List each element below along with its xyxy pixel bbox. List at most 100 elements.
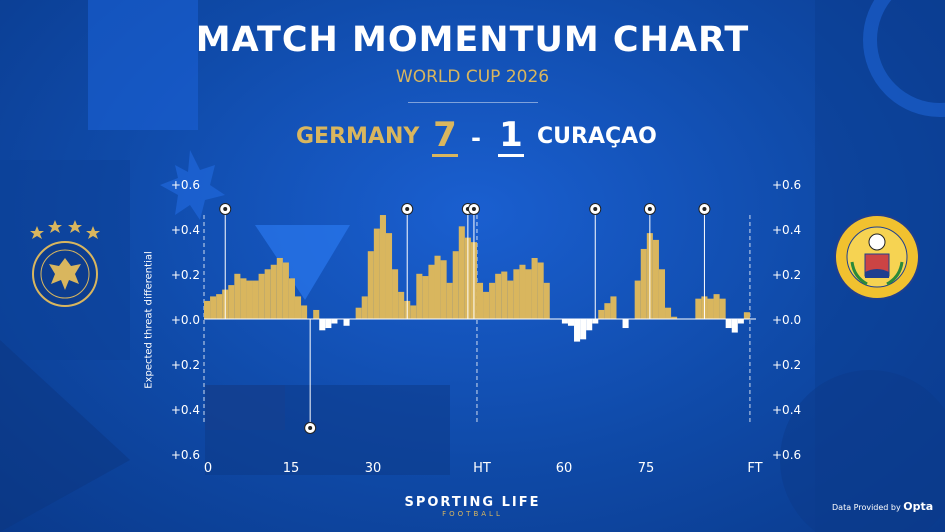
y-tick-left: +0.4 bbox=[170, 403, 200, 417]
momentum-bar bbox=[567, 319, 575, 326]
x-tick-label: FT bbox=[747, 461, 763, 476]
y-tick-left: +0.2 bbox=[170, 268, 200, 282]
away-team-name: CURAÇAO bbox=[537, 124, 657, 149]
momentum-bar bbox=[234, 273, 241, 319]
momentum-bar bbox=[434, 255, 441, 319]
momentum-bar bbox=[313, 309, 320, 319]
momentum-bar bbox=[440, 260, 447, 319]
title-divider bbox=[408, 102, 538, 103]
momentum-bar bbox=[737, 319, 744, 324]
momentum-bar bbox=[367, 251, 374, 319]
y-tick-right: +0.6 bbox=[772, 448, 802, 462]
momentum-bar bbox=[270, 264, 277, 319]
y-tick-left: +0.0 bbox=[170, 313, 200, 327]
momentum-bar bbox=[574, 319, 581, 342]
momentum-bar bbox=[507, 280, 514, 319]
momentum-bar bbox=[422, 276, 429, 319]
momentum-bar bbox=[361, 296, 368, 319]
momentum-bar bbox=[543, 282, 550, 319]
momentum-bar bbox=[537, 262, 544, 319]
momentum-bar bbox=[731, 319, 738, 333]
momentum-bar bbox=[610, 296, 617, 319]
momentum-bar bbox=[288, 278, 295, 319]
provider-name: Opta bbox=[903, 500, 934, 513]
y-tick-right: +0.4 bbox=[772, 403, 802, 417]
momentum-bar bbox=[258, 273, 265, 319]
momentum-bar bbox=[410, 305, 417, 319]
y-tick-left: +0.2 bbox=[170, 358, 200, 372]
momentum-bar bbox=[695, 298, 702, 319]
momentum-bar bbox=[671, 316, 678, 319]
momentum-bar bbox=[658, 269, 666, 319]
y-tick-right: +0.4 bbox=[772, 223, 802, 237]
momentum-bar bbox=[580, 319, 587, 340]
momentum-bar bbox=[592, 319, 599, 324]
provider-prefix: Data Provided by bbox=[832, 503, 901, 512]
momentum-bar bbox=[495, 273, 502, 319]
goal-ball-patch bbox=[593, 207, 598, 211]
momentum-bar bbox=[343, 319, 350, 326]
x-tick-label: 0 bbox=[203, 461, 213, 476]
momentum-bar bbox=[622, 319, 629, 329]
home-team-name: GERMANY bbox=[296, 124, 420, 149]
momentum-bar bbox=[519, 264, 526, 319]
momentum-bar bbox=[483, 291, 490, 319]
x-tick-label: 75 bbox=[637, 461, 655, 476]
momentum-bar bbox=[379, 215, 386, 319]
momentum-bar bbox=[204, 300, 211, 319]
momentum-bar bbox=[604, 303, 611, 319]
momentum-bar bbox=[513, 269, 520, 319]
x-tick-label: 15 bbox=[282, 461, 300, 476]
momentum-bar bbox=[531, 257, 538, 319]
score-separator: - bbox=[471, 124, 481, 152]
momentum-bar bbox=[586, 319, 593, 331]
chart-subtitle: WORLD CUP 2026 bbox=[395, 67, 550, 87]
y-tick-left: +0.6 bbox=[170, 448, 200, 462]
away-team-score: 1 bbox=[498, 115, 524, 157]
momentum-bar bbox=[598, 309, 605, 319]
x-tick-label: 60 bbox=[555, 461, 573, 476]
momentum-bar bbox=[319, 319, 326, 331]
y-tick-right: +0.0 bbox=[772, 313, 802, 327]
goal-ball-patch bbox=[223, 207, 228, 211]
momentum-bar bbox=[452, 251, 459, 319]
brand-subtitle: FOOTBALL bbox=[442, 510, 503, 518]
curacao-crest-icon bbox=[834, 214, 920, 300]
momentum-bar bbox=[373, 228, 380, 319]
momentum-bar bbox=[652, 239, 659, 319]
momentum-bar bbox=[301, 305, 308, 319]
x-tick-label: 30 bbox=[364, 461, 382, 476]
momentum-bar bbox=[725, 319, 732, 329]
y-tick-left: +0.4 bbox=[170, 223, 200, 237]
home-team-score: 7 bbox=[432, 115, 458, 157]
momentum-bar bbox=[665, 307, 672, 319]
goal-ball-patch bbox=[702, 207, 707, 211]
momentum-bar bbox=[640, 248, 647, 319]
momentum-bar bbox=[392, 269, 399, 319]
momentum-bar bbox=[525, 269, 532, 319]
momentum-bar bbox=[743, 312, 750, 319]
momentum-bar bbox=[210, 296, 217, 319]
germany-crest-icon bbox=[30, 220, 100, 307]
y-tick-right: +0.6 bbox=[772, 178, 802, 192]
momentum-bar bbox=[561, 319, 568, 324]
momentum-bar bbox=[264, 269, 271, 319]
data-provider: Data Provided by Opta bbox=[832, 500, 933, 513]
brand-name: SPORTING LIFE bbox=[404, 495, 541, 510]
y-tick-right: +0.2 bbox=[772, 358, 802, 372]
momentum-bar bbox=[458, 226, 465, 319]
momentum-bar bbox=[428, 264, 435, 319]
momentum-bar bbox=[240, 278, 247, 319]
momentum-bar bbox=[446, 282, 453, 319]
momentum-bar bbox=[489, 282, 496, 319]
momentum-bar bbox=[294, 296, 302, 319]
momentum-bar bbox=[355, 307, 362, 319]
momentum-bar bbox=[416, 273, 423, 319]
momentum-bar bbox=[476, 282, 484, 319]
momentum-bar bbox=[325, 319, 332, 329]
momentum-bar bbox=[385, 233, 393, 319]
y-tick-left: +0.6 bbox=[170, 178, 200, 192]
momentum-bar bbox=[707, 298, 714, 319]
momentum-bar bbox=[252, 280, 259, 319]
goal-ball-patch bbox=[647, 207, 652, 211]
